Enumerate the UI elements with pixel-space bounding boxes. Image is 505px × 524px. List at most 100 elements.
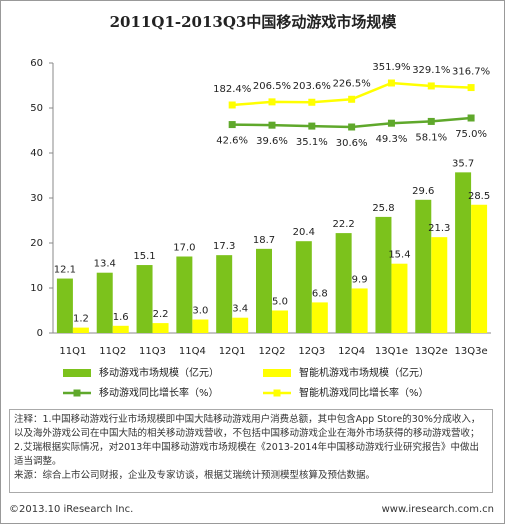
- line-label: 316.7%: [452, 67, 490, 78]
- bar: [351, 288, 368, 333]
- bar: [335, 233, 352, 333]
- line-marker: [427, 82, 435, 90]
- note: 注释：1.中国移动游戏行业市场规模即中国大陆移动游戏用户消费总额，其中包含App…: [14, 414, 481, 467]
- bar-label: 3.0: [192, 306, 208, 317]
- x-tick-label: 12Q2: [259, 346, 286, 357]
- line-label: 226.5%: [333, 78, 371, 89]
- bar-label: 20.4: [293, 227, 315, 238]
- bar-label: 6.8: [312, 288, 328, 299]
- chart-title: 2011Q1-2013Q3中国移动游戏市场规模: [110, 13, 398, 31]
- line-marker: [467, 114, 475, 122]
- bar-label: 3.4: [232, 304, 248, 315]
- line-marker: [228, 101, 236, 109]
- bar: [152, 323, 169, 333]
- y-tick-label: 10: [30, 283, 43, 294]
- y-tick-label: 0: [37, 328, 43, 339]
- y-tick-label: 30: [30, 193, 43, 204]
- bar-label: 5.0: [272, 297, 288, 308]
- line-label: 329.1%: [412, 65, 450, 76]
- line-label: 39.6%: [256, 136, 288, 147]
- x-tick-label: 11Q4: [179, 346, 206, 357]
- line-label: 206.5%: [253, 81, 291, 92]
- x-tick-label: 13Q2e: [415, 346, 448, 357]
- bar-label: 13.4: [94, 259, 116, 270]
- bar: [295, 241, 312, 333]
- bar: [192, 319, 209, 333]
- y-tick-label: 50: [30, 103, 43, 114]
- chart: 2011Q1-2013Q3中国移动游戏市场规模 0 10 20 30 40 50 60 11Q…: [30, 13, 491, 399]
- y-tick-label: 40: [30, 148, 43, 159]
- y-tick-label: 60: [30, 58, 43, 69]
- line-label: 58.1%: [415, 132, 447, 143]
- bar-label: 22.2: [333, 219, 355, 230]
- line-marker: [268, 98, 276, 106]
- x-tick-label: 13Q3e: [455, 346, 488, 357]
- bar: [471, 204, 488, 333]
- line-marker: [308, 98, 316, 106]
- legend-label: 智能机游戏市场规模（亿元）: [299, 366, 429, 379]
- x-tick-label: 12Q4: [338, 346, 365, 357]
- bar: [391, 263, 408, 333]
- bar-label: 12.1: [54, 265, 76, 276]
- x-tick-label: 13Q1e: [375, 346, 408, 357]
- legend-swatch: [63, 369, 91, 377]
- line-label: 49.3%: [376, 134, 408, 145]
- bar: [232, 317, 249, 333]
- line-marker: [387, 79, 395, 87]
- bar: [375, 216, 392, 333]
- x-tick-label: 12Q1: [219, 346, 246, 357]
- line-marker: [268, 121, 276, 129]
- line-marker: [387, 119, 395, 127]
- bar-label: 35.7: [452, 158, 474, 169]
- website: www.iresearch.com.cn: [381, 504, 494, 515]
- bar: [56, 278, 73, 333]
- bar: [72, 327, 89, 333]
- bar-label: 15.1: [133, 251, 155, 262]
- line-marker: [427, 117, 435, 125]
- line-marker: [308, 122, 316, 130]
- legend-label: 移动游戏市场规模（亿元）: [99, 366, 219, 379]
- bar: [176, 256, 193, 333]
- bar-label: 28.5: [468, 191, 490, 202]
- bar: [415, 199, 432, 333]
- bar-label: 1.6: [113, 312, 129, 323]
- copyright: ©2013.10 iResearch Inc.: [9, 504, 134, 515]
- line-label: 35.1%: [296, 137, 328, 148]
- bar: [311, 302, 328, 333]
- legend-swatch: [73, 389, 81, 397]
- notes: 注释：1.中国移动游戏行业市场规模即中国大陆移动游戏用户消费总额，其中包含App…: [9, 409, 493, 493]
- legend-label: 移动游戏同比增长率（%）: [99, 386, 219, 399]
- bar: [431, 237, 448, 333]
- bar: [216, 255, 233, 333]
- line-label: 42.6%: [216, 136, 248, 147]
- x-tick-label: 11Q2: [99, 346, 126, 357]
- bar-label: 29.6: [412, 186, 434, 197]
- bar: [112, 325, 129, 333]
- note: 来源：综合上市公司财报，企业及专家访谈，根据艾瑞统计预测模型核算及预估数据。: [14, 470, 376, 481]
- legend-label: 智能机游戏同比增长率（%）: [299, 386, 429, 399]
- bar-label: 18.7: [253, 235, 275, 246]
- x-tick-label: 11Q1: [59, 346, 86, 357]
- legend-swatch: [263, 369, 291, 377]
- bar: [96, 272, 113, 333]
- line-label: 203.6%: [293, 81, 331, 92]
- bar-label: 15.4: [388, 250, 410, 261]
- x-tick-label: 11Q3: [139, 346, 166, 357]
- bar-label: 1.2: [73, 314, 89, 325]
- line-marker: [348, 95, 356, 103]
- bar-label: 21.3: [428, 223, 450, 234]
- line-label: 182.4%: [213, 84, 251, 95]
- line-label: 351.9%: [372, 62, 410, 73]
- line-label: 30.6%: [336, 138, 368, 149]
- bar-label: 2.2: [153, 309, 169, 320]
- bar: [272, 310, 288, 333]
- line-marker: [348, 123, 356, 131]
- y-tick-label: 20: [30, 238, 43, 249]
- bar: [256, 248, 272, 333]
- x-tick-label: 12Q3: [298, 346, 325, 357]
- bar-label: 17.0: [173, 243, 195, 254]
- bar: [455, 172, 472, 333]
- bar: [136, 265, 153, 333]
- bar-label: 25.8: [372, 203, 394, 214]
